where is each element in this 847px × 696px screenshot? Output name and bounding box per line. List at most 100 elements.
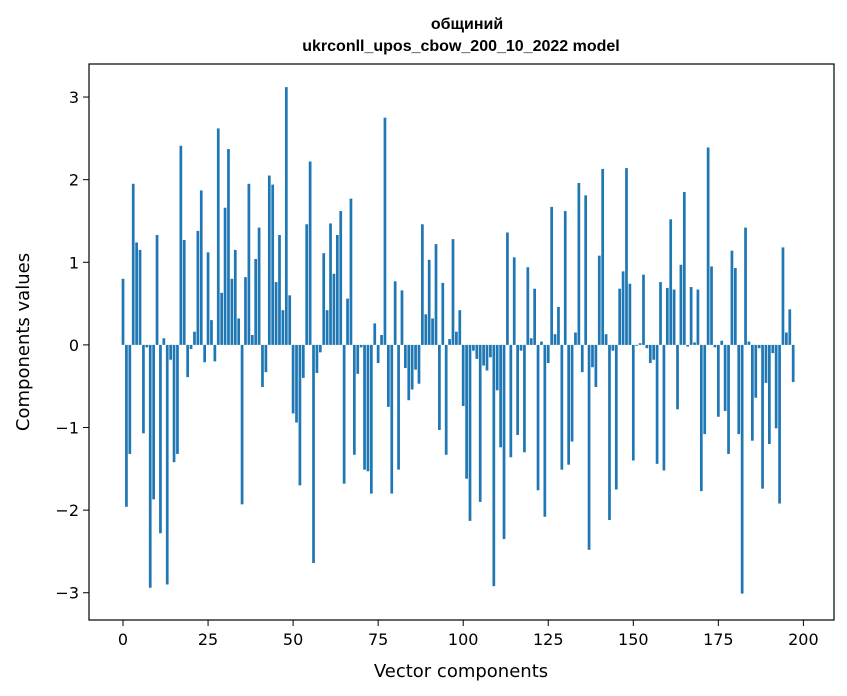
- bar: [631, 344, 635, 461]
- bar: [312, 344, 315, 563]
- bar: [417, 344, 421, 384]
- bar: [261, 344, 264, 388]
- x-tick-label: 175: [703, 630, 734, 649]
- y-axis-label: Components values: [13, 253, 34, 431]
- bar: [720, 340, 724, 345]
- bar: [557, 306, 560, 345]
- bar: [145, 344, 149, 348]
- y-tick-label: −3: [55, 584, 79, 603]
- bar: [577, 182, 581, 345]
- bar: [438, 344, 441, 430]
- bar: [591, 344, 594, 368]
- x-axis-ticks: 0 25 50 75 100 125 150 175 200: [118, 620, 819, 649]
- bar: [172, 344, 176, 463]
- bar: [540, 341, 543, 345]
- bar: [346, 298, 349, 345]
- bar: [305, 224, 309, 345]
- bar: [240, 344, 244, 505]
- bar: [455, 331, 458, 345]
- bar: [444, 344, 448, 455]
- bar: [570, 344, 574, 442]
- chart-title-line2: ukrconll_upos_cbow_200_10_2022 model: [302, 38, 619, 55]
- bar: [318, 344, 322, 353]
- bar: [400, 290, 404, 345]
- bar: [628, 283, 632, 345]
- bar: [339, 211, 343, 345]
- bar: [210, 320, 213, 345]
- bar: [546, 344, 550, 364]
- bar: [176, 344, 179, 454]
- bar: [727, 344, 730, 454]
- bar: [264, 344, 268, 373]
- bar: [662, 344, 666, 471]
- bar: [669, 219, 673, 345]
- bar: [189, 344, 193, 350]
- bar: [737, 344, 741, 435]
- bar: [648, 344, 652, 364]
- bar: [383, 117, 387, 345]
- bar: [482, 344, 485, 366]
- bar: [485, 344, 489, 371]
- bar: [135, 242, 138, 345]
- bar: [468, 344, 472, 521]
- x-tick-label: 100: [448, 630, 479, 649]
- y-tick-label: 2: [69, 171, 79, 190]
- x-axis-label: Vector components: [374, 661, 548, 682]
- bar: [267, 175, 271, 345]
- bar: [563, 211, 567, 345]
- bar: [699, 344, 703, 492]
- bar: [529, 338, 533, 345]
- bar: [162, 338, 166, 345]
- bar: [645, 344, 649, 349]
- x-tick-label: 150: [618, 630, 649, 649]
- x-tick-label: 0: [118, 630, 128, 649]
- bar: [611, 344, 615, 351]
- bar: [686, 344, 690, 347]
- bar: [159, 344, 162, 534]
- bar: [791, 344, 795, 383]
- bar: [768, 344, 771, 445]
- bar: [308, 161, 312, 345]
- bar: [213, 344, 217, 362]
- bar: [614, 344, 618, 490]
- bar: [247, 183, 251, 345]
- bar: [421, 224, 424, 345]
- bar: [278, 235, 281, 345]
- bar: [199, 190, 203, 345]
- bar: [597, 255, 601, 345]
- bar: [434, 244, 438, 345]
- bar: [125, 344, 128, 507]
- bar: [744, 227, 747, 345]
- bar: [203, 344, 207, 363]
- bar: [363, 344, 366, 470]
- bar: [478, 344, 482, 502]
- bar: [751, 344, 754, 441]
- bar: [441, 282, 445, 345]
- bar: [506, 232, 509, 345]
- bar: [771, 344, 775, 354]
- bar: [193, 331, 196, 345]
- bar: [682, 192, 686, 345]
- bar: [254, 258, 258, 345]
- bar: [638, 343, 642, 345]
- bar: [764, 344, 768, 383]
- bar: [359, 344, 363, 348]
- bar: [492, 344, 496, 587]
- bar: [560, 344, 564, 470]
- bar: [676, 344, 679, 410]
- bar: [250, 334, 254, 345]
- bar: [182, 239, 186, 345]
- bar: [322, 253, 326, 345]
- bar: [352, 344, 356, 455]
- bar: [472, 344, 475, 351]
- bar: [155, 235, 159, 345]
- bar: [131, 183, 135, 345]
- bar: [427, 259, 431, 345]
- bar: [414, 344, 417, 370]
- bar: [179, 145, 183, 345]
- bar: [710, 266, 713, 345]
- bar: [679, 264, 683, 345]
- bar: [580, 344, 584, 373]
- bar: [387, 344, 390, 407]
